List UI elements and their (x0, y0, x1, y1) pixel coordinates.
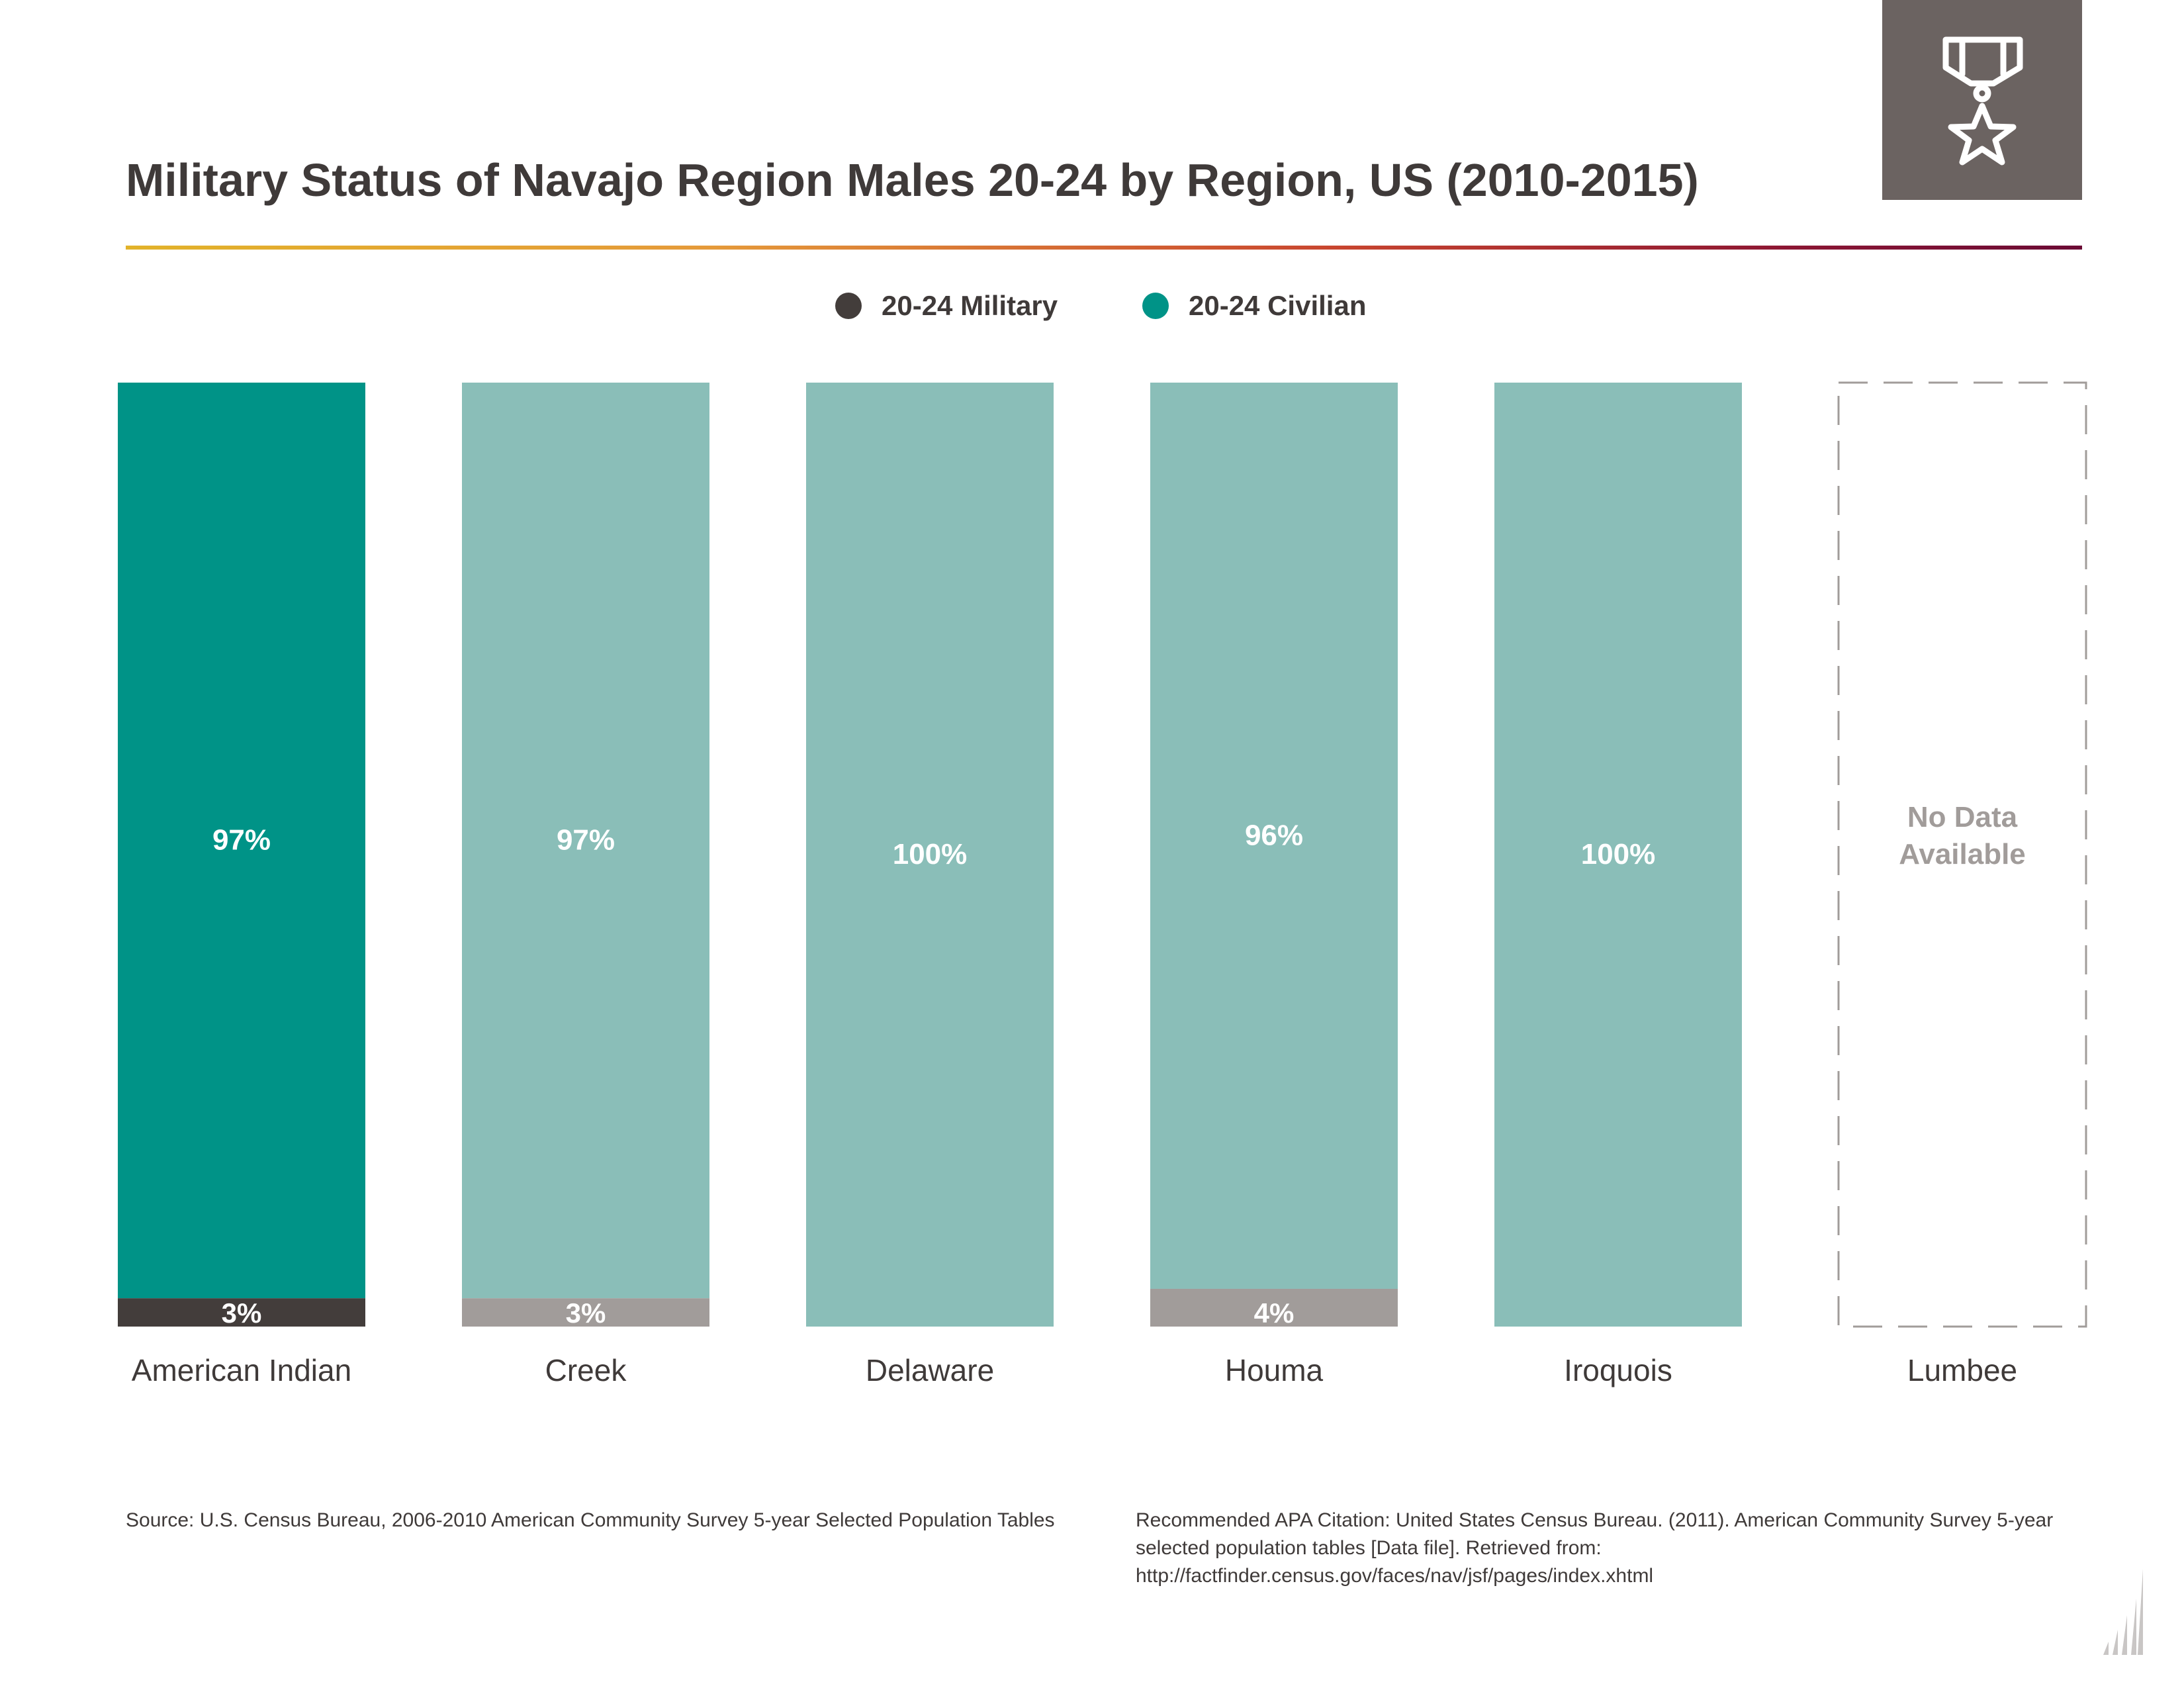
source-note: Source: U.S. Census Bureau, 2006-2010 Am… (126, 1509, 1055, 1531)
bar-no-data-lumbee (1837, 381, 2087, 1328)
category-label-lumbee: Lumbee (1907, 1353, 2017, 1387)
legend-label-civilian: 20-24 Civilian (1189, 290, 1367, 321)
data-label-military-houma: 4% (1254, 1297, 1295, 1329)
data-label-civilian-iroquois: 100% (1581, 838, 1656, 870)
data-label-civilian-creek: 97% (557, 824, 615, 857)
military-medal-icon (1942, 36, 2023, 165)
category-label-iroquois: Iroquois (1564, 1353, 1672, 1387)
bar-civilian-delaware (806, 383, 1054, 1327)
category-label-delaware: Delaware (866, 1353, 994, 1387)
chart-title: Military Status of Navajo Region Males 2… (126, 154, 1699, 206)
bar-civilian-american-indian (118, 383, 365, 1299)
bar-civilian-creek (462, 383, 709, 1299)
category-label-creek: Creek (545, 1353, 627, 1387)
no-data-label-line-1: No Data (1907, 801, 2018, 833)
category-label-houma: Houma (1225, 1353, 1324, 1387)
bar-military-american-indian (118, 1298, 365, 1327)
no-data-label-line-2: Available (1899, 838, 2026, 870)
data-label-military-american-indian: 3% (222, 1297, 262, 1329)
bar-civilian-iroquois (1494, 383, 1742, 1327)
legend: 20-24 Military 20-24 Civilian (0, 290, 2184, 330)
legend-item-civilian: 20-24 Civilian (1142, 290, 1366, 322)
header-badge (1882, 0, 2082, 200)
data-label-military-creek: 3% (566, 1297, 606, 1329)
category-label-american-indian: American Indian (132, 1353, 351, 1387)
stacked-bar-chart: 3% 97% American Indian 3% 97% Creek 100% Delawa… (118, 381, 2087, 1387)
data-label-civilian-delaware: 100% (893, 838, 968, 870)
title-divider (126, 246, 2082, 250)
bar-civilian-houma (1150, 383, 1398, 1289)
bar-military-houma (1150, 1288, 1398, 1327)
data-label-civilian-american-indian: 97% (212, 824, 271, 857)
bar-chart-icon (2103, 1569, 2143, 1655)
legend-item-military: 20-24 Military (835, 290, 1058, 322)
citation-note: Recommended APA Citation: United States … (1136, 1509, 2054, 1587)
bar-military-creek (462, 1298, 709, 1327)
legend-swatch-civilian (1142, 293, 1169, 319)
legend-label-military: 20-24 Military (882, 290, 1058, 321)
legend-swatch-military (835, 293, 862, 319)
data-label-civilian-houma: 96% (1245, 819, 1303, 851)
